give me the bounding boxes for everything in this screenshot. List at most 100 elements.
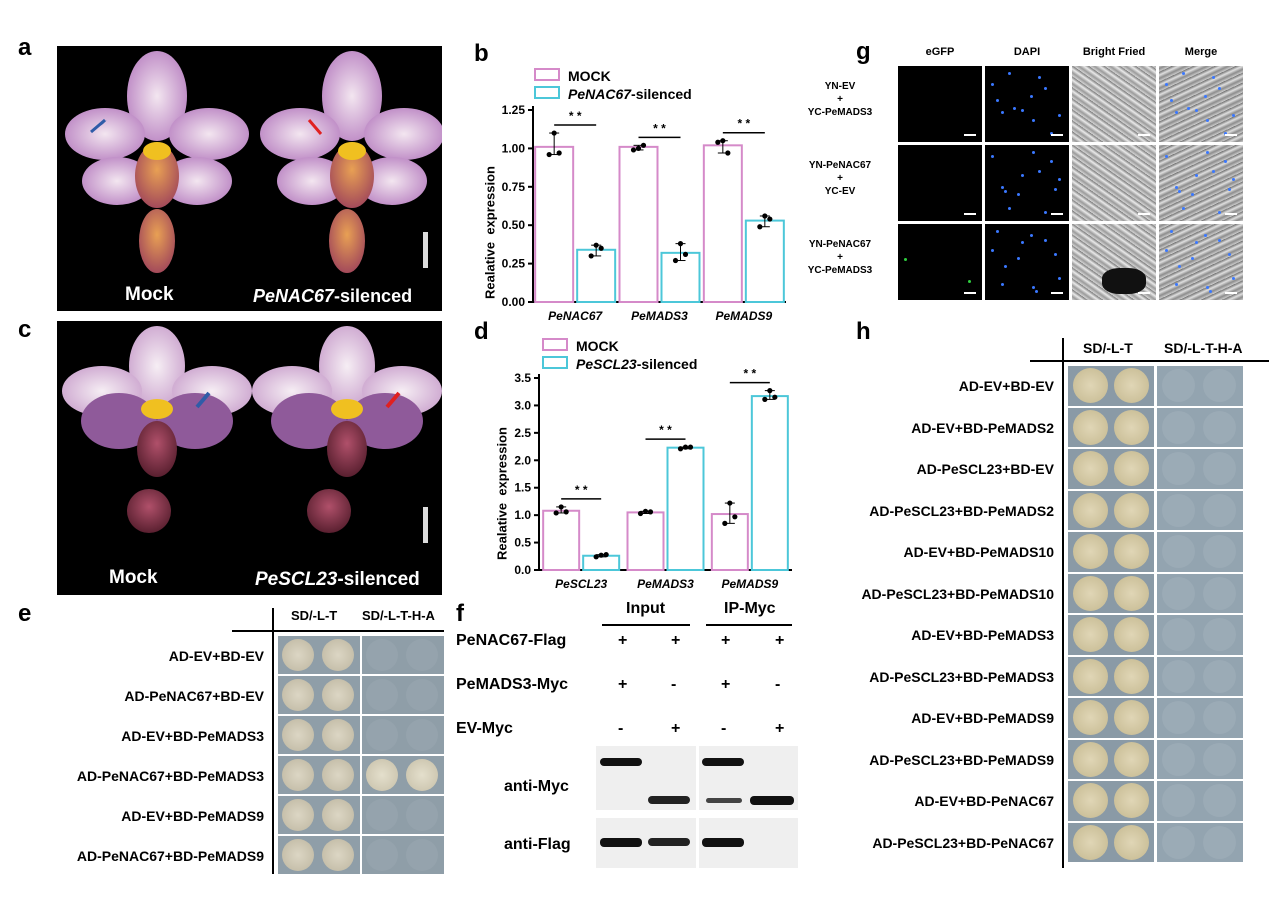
f-sign: - [671,676,677,693]
g-image-1-3 [1159,145,1243,221]
significance-label: * * [737,117,750,131]
bar [666,446,705,571]
category-label: PeMADS9 [715,309,772,323]
nucleus-dot [1195,174,1199,178]
h-plate-lt [1068,781,1154,821]
band-myc-lane3 [702,758,744,766]
h-plate-ltha [1157,366,1243,406]
gfp-signal [904,258,907,261]
data-point [598,552,604,558]
panel-label-f: f [456,600,464,627]
colony [1114,492,1149,528]
panel-label-e: e [18,600,32,627]
h-plate-ltha [1157,739,1243,779]
g-image-1-1 [985,145,1069,221]
y-tick-label: 3.0 [514,398,531,412]
g-image-1-2 [1072,145,1156,221]
colony-faint [1203,825,1236,859]
scale-bar [1051,213,1063,215]
colony [1114,534,1149,569]
colony [1073,575,1108,611]
data-point [642,508,649,514]
e-col-sdltha: SD/-L-T-H-A [362,608,435,623]
data-point [732,514,738,520]
g-row-label-1: YN-PeNAC67 + YC-EV [786,159,894,198]
photo-a-mock-label: Mock [125,284,174,305]
g-row-2-line2: + [837,252,843,263]
data-point [563,509,569,515]
nucleus-dot [1164,249,1168,253]
flower-silenced-c [252,326,442,533]
nucleus-dot [1001,185,1005,189]
e-plate-ltha [362,676,444,714]
data-point [647,509,654,515]
nucleus-dot [1175,282,1179,286]
legend-d: MOCK PeSCL23-silenced [542,338,697,374]
g-row-2-line3: YC-PeMADS3 [807,265,873,276]
data-point [762,213,768,219]
g-row-2-line1: YN-PeNAC67 [808,239,872,250]
nucleus-dot [1208,289,1212,293]
nucleus-dot [1170,229,1174,233]
bar [576,248,617,303]
nucleus-dot [1224,159,1228,163]
category-label: PeMADS3 [631,309,688,323]
category-label: PeNAC67 [548,309,603,323]
f-group-ipmyc-line [706,624,792,626]
h-row-label: AD-EV+BD-PeMADS3 [911,627,1054,643]
h-plate-ltha [1157,532,1243,572]
h-row-label: AD-EV+BD-PeMADS2 [911,419,1054,436]
nucleus-dot [1178,264,1182,268]
h-vertical-line [1062,338,1064,868]
h-plate-lt [1068,490,1154,530]
h-plate-ltha [1157,449,1243,489]
flower-mock-c [62,326,252,533]
colony [1073,741,1108,777]
nucleus-dot [1195,108,1199,112]
h-plate-ltha [1157,407,1243,447]
colony-faint [1203,576,1236,610]
nucleus-dot [1170,98,1174,102]
e-plate-lt [278,716,360,754]
e-row-label: AD-EV+BD-EV [168,648,264,664]
colony [282,799,314,831]
panel-e: SD/-L-T SD/-L-T-H-A AD-EV+BD-EV AD-PeNAC67+… [0,600,450,880]
nucleus-dot [1175,110,1179,114]
data-point [687,444,694,450]
g-column-3: Merge [1184,46,1218,58]
y-tick-label: 2.5 [514,426,531,440]
colony [322,719,354,751]
colony-faint [1162,369,1195,402]
data-point [593,242,599,248]
f-sign: + [671,632,681,649]
colony [1073,409,1108,445]
colony [1114,617,1149,652]
photo-c-silenced-label: PeSCL23-silenced [255,569,420,591]
h-plate-lt [1068,573,1154,613]
photo-c-gene: PeSCL23 [255,569,338,590]
colony-faint [1162,618,1195,651]
g-image-1-0 [898,145,982,221]
band-myc-lane2 [648,796,690,804]
h-plate-ltha [1157,781,1243,821]
colony [1073,492,1108,528]
flower-silenced-a [260,51,442,273]
bar [542,509,581,572]
scale-bar [1138,213,1150,215]
e-row-label: AD-PeNAC67+BD-PeMADS9 [76,848,264,864]
h-plate-ltha [1157,656,1243,696]
significance-label: * * [659,423,672,437]
data-point [553,510,559,516]
y-tick-label: 1.00 [502,141,526,155]
h-plate-lt [1068,698,1154,738]
bar [618,145,659,303]
nucleus-dot [1017,193,1021,197]
f-sign: + [721,676,731,693]
colony-faint [1203,618,1236,651]
colony [1073,783,1108,818]
scale-bar [1225,213,1237,215]
f-sign: + [618,676,628,693]
blot-label-flag: anti-Flag [504,836,571,853]
h-row-label: AD-PeSCL23+BD-EV [916,461,1054,477]
colony [1073,617,1108,652]
